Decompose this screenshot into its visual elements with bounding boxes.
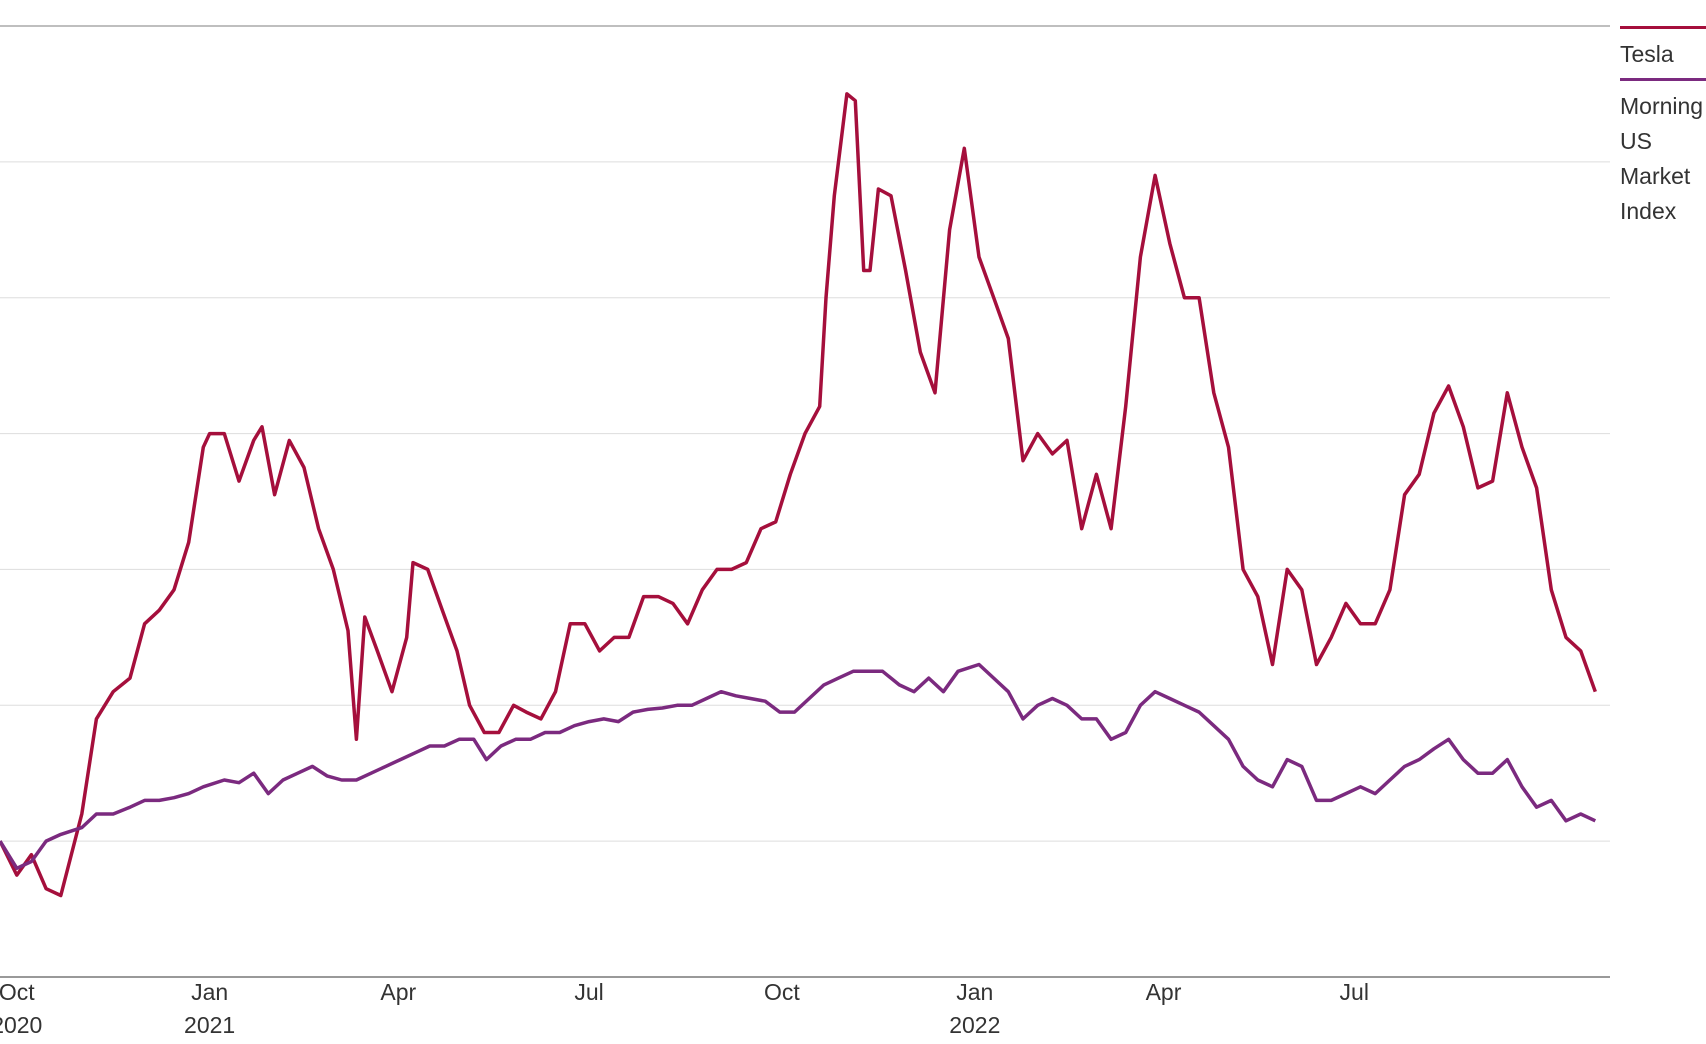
x-tick-label: Oct (0, 979, 35, 1005)
legend-item-market-index[interactable]: Morning US Market Index (1620, 78, 1706, 229)
x-axis: Oct 2020 Jan 2021 Apr Jul Oct Jan 2022 Apr Jul (0, 979, 1369, 1038)
x-tick-year-label: 2021 (184, 1012, 235, 1038)
x-tick-label: Jul (574, 979, 603, 1005)
series-line-market-index[interactable] (0, 662, 1597, 871)
legend-label-market-index: Morning US Market Index (1620, 93, 1704, 224)
legend-label-tesla: Tesla (1620, 41, 1674, 67)
x-tick-label: Jan (956, 979, 993, 1005)
x-tick-label: Oct (764, 979, 800, 1005)
gridlines (0, 25, 1610, 978)
x-tick-label: Jul (1340, 979, 1369, 1005)
x-tick-year-label: 2022 (949, 1012, 1000, 1038)
series-lines (0, 92, 1597, 898)
legend-item-tesla[interactable]: Tesla (1620, 26, 1706, 72)
x-tick-year-label: 2020 (0, 1012, 42, 1038)
x-tick-label: Jan (191, 979, 228, 1005)
legend: Tesla Morning US Market Index (1620, 26, 1706, 235)
x-tick-label: Apr (380, 979, 416, 1005)
x-tick-label: Apr (1146, 979, 1182, 1005)
series-line-tesla[interactable] (0, 92, 1597, 898)
